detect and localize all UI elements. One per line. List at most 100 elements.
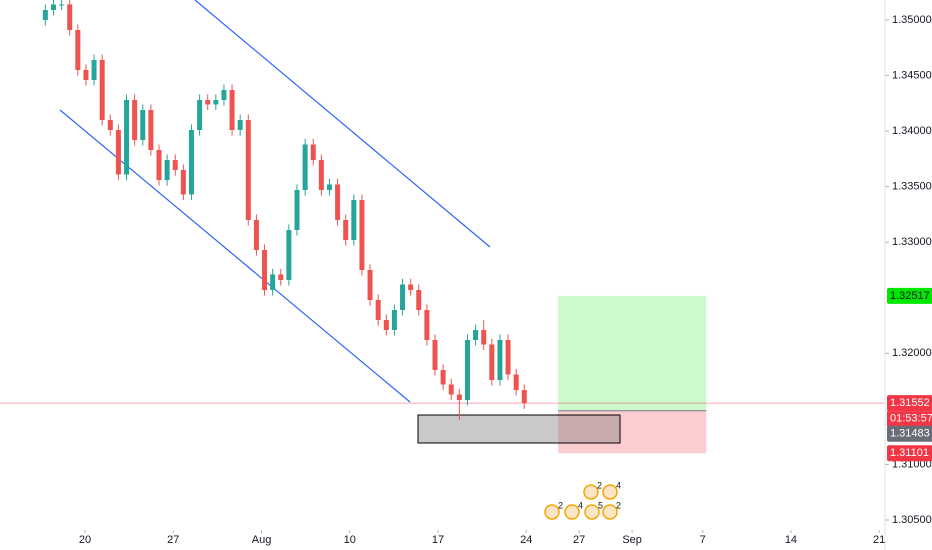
candle-body [115, 130, 121, 175]
countdown: 01:53:57 [890, 413, 932, 425]
candle-body [489, 344, 495, 380]
candle-body [221, 90, 227, 100]
candle-body [262, 250, 268, 290]
candle-body [424, 310, 430, 340]
x-tick-label: Aug [252, 534, 272, 546]
candle-body [59, 4, 65, 6]
candle-body [505, 340, 511, 375]
candle-body [197, 100, 203, 130]
price-label-bg [887, 425, 932, 442]
price-label: 1.31483 [890, 428, 930, 440]
price-label-bg [887, 395, 932, 412]
y-tick-label: 1.33000 [892, 236, 932, 248]
candle-body [253, 220, 259, 250]
event-icon [564, 504, 580, 520]
candle-body [367, 270, 373, 300]
candle-body [521, 390, 527, 404]
candle-body [351, 200, 357, 240]
candle-body [400, 284, 406, 310]
x-tick-label: 24 [520, 534, 532, 546]
event-count: 5 [598, 500, 603, 510]
price-label: 1.32517 [890, 290, 930, 302]
price-label-bg [887, 445, 932, 462]
candle-body [456, 394, 462, 400]
x-tick-label: 21 [873, 534, 885, 546]
candle-body [440, 370, 446, 385]
candle-body [464, 340, 470, 400]
event-icon [544, 504, 560, 520]
candle-body [448, 384, 454, 395]
candle-body [156, 150, 162, 180]
candle-body [278, 274, 284, 280]
candle-body [107, 120, 113, 130]
event-count: 2 [597, 480, 602, 490]
x-tick-label: 20 [79, 534, 91, 546]
demand-zone [417, 414, 621, 444]
event-icon [583, 484, 599, 500]
price-label: 1.31552 [890, 397, 930, 409]
channel-upper [194, 0, 491, 248]
candle-body [229, 90, 235, 130]
x-tick-label: 10 [344, 534, 356, 546]
event-count: 2 [558, 500, 563, 510]
y-tick-label: 1.34000 [892, 125, 932, 137]
target-zone [558, 295, 707, 411]
candle-body [310, 144, 316, 160]
event-icon [584, 504, 600, 520]
candle-body [132, 100, 138, 140]
candle-body [180, 170, 186, 195]
candle-body [67, 4, 73, 30]
candles [42, 0, 527, 420]
candle-body [245, 120, 251, 220]
candle-body [294, 190, 300, 230]
countdown-bg [887, 411, 932, 427]
y-tick-label: 1.30500 [892, 514, 932, 526]
x-tick-label: 7 [700, 534, 706, 546]
candle-body [473, 330, 479, 340]
candle-body [359, 200, 365, 270]
x-tick-label: 27 [167, 534, 179, 546]
candle-body [416, 290, 422, 310]
price-label-bg [887, 287, 932, 304]
candle-body [75, 30, 81, 70]
price-label: 1.31101 [890, 447, 929, 459]
candle-body [335, 184, 341, 220]
candle-body [50, 4, 56, 10]
axes: 1.35000 1.34500 1.34000 1.33500 1.33000 1.320… [79, 0, 932, 550]
y-tick-label: 1.34500 [892, 69, 932, 81]
candle-body [148, 110, 154, 150]
candle-body [205, 100, 211, 105]
candle-body [497, 340, 503, 380]
candle-body [383, 320, 389, 330]
candle-body [172, 160, 178, 170]
drawings [0, 295, 885, 454]
candle-body [513, 374, 519, 390]
candle-body [270, 274, 276, 290]
candle-body [188, 130, 194, 195]
event-icon [602, 484, 618, 500]
y-tick-label: 1.33500 [892, 181, 932, 193]
stop-zone [558, 410, 707, 454]
event-count: 4 [616, 480, 621, 490]
x-tick-label: Sep [622, 534, 642, 546]
candle-body [91, 60, 97, 80]
candle-body [99, 60, 105, 120]
y-tick-label: 1.35000 [892, 14, 932, 26]
x-tick-label: 27 [573, 534, 585, 546]
candle-body [164, 160, 170, 180]
event-count: 4 [578, 500, 583, 510]
candle-body [213, 100, 219, 105]
x-tick-label: 14 [785, 534, 797, 546]
candle-body [124, 100, 130, 175]
candle-body [42, 10, 48, 20]
candle-body [286, 230, 292, 280]
y-tick-label: 1.32000 [892, 347, 932, 359]
candle-body [481, 330, 487, 345]
event-count: 2 [616, 500, 621, 510]
candle-body [237, 120, 243, 130]
candle-body [391, 310, 397, 330]
candle-body [83, 70, 89, 80]
candle-body [318, 160, 324, 190]
